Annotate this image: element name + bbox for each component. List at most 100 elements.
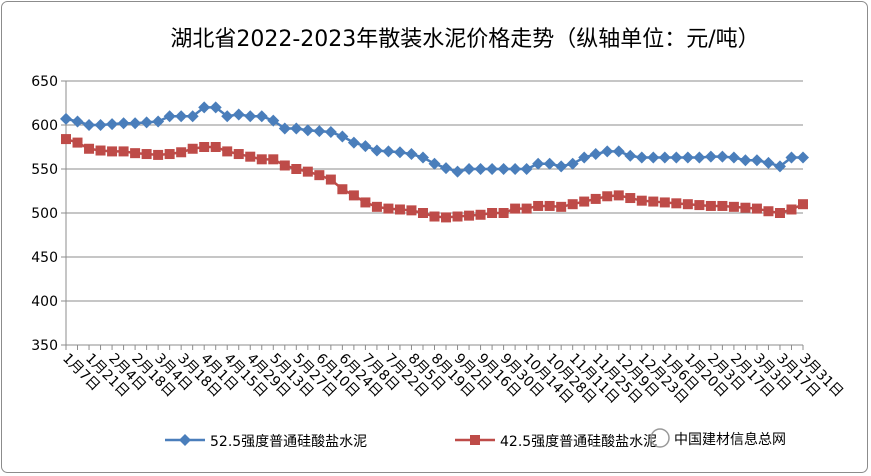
point [474,163,487,175]
point [681,151,694,164]
point [95,145,106,156]
point [314,170,325,181]
point [774,208,785,218]
point [210,142,221,152]
point [578,151,591,164]
point [199,142,210,152]
point [636,195,647,206]
point [716,150,729,163]
point [186,110,199,123]
point [405,148,418,161]
point [278,122,291,135]
point [428,157,441,170]
legend-marker [470,435,480,445]
point [556,201,567,212]
point [613,190,624,201]
point [659,197,670,208]
point [451,165,464,178]
point [302,166,313,177]
point [107,146,118,157]
point [244,110,257,123]
point [440,162,453,175]
point [83,119,96,131]
watermark: 中国建材信息总网 [674,431,786,448]
point [106,118,119,131]
point [416,151,429,164]
point [463,163,476,175]
point [347,136,360,149]
y-tick-label: 350 [31,338,58,354]
point [532,157,545,170]
point [601,145,614,158]
legend-label: 42.5强度普通硅酸盐水泥 [500,434,657,450]
point [152,115,165,128]
point [187,143,198,154]
point [176,147,187,158]
point [797,151,809,164]
point [118,146,129,157]
point [301,124,314,137]
point [785,151,798,164]
point [704,150,717,163]
point [441,212,452,223]
point [464,210,475,221]
point [163,110,176,123]
point [544,200,555,211]
point [612,145,625,158]
point [602,191,613,202]
watermark-icon [650,428,670,448]
point [117,117,130,130]
point [359,140,372,153]
point [279,160,290,171]
point [94,119,107,131]
chart-title: 湖北省2022-2023年散装水泥价格走势（纵轴单位：元/吨） [170,27,759,52]
point [71,115,84,128]
point [475,209,486,220]
point [624,149,637,162]
point [406,205,417,216]
point [498,208,509,218]
point [521,203,532,214]
point [222,146,233,157]
point [268,154,279,165]
point [313,125,326,138]
point [509,163,522,175]
point [164,149,175,160]
point [84,143,95,154]
point [175,110,188,123]
legend-label: 52.5强度普通硅酸盐水泥 [210,434,367,450]
point [324,126,337,139]
point [348,190,359,201]
point [762,156,775,169]
point [739,154,752,167]
point [360,197,371,208]
point [394,204,405,215]
point [452,211,463,222]
point [670,151,683,164]
point [682,199,693,210]
point [336,130,349,143]
point [798,199,808,210]
point [337,184,348,195]
point [566,157,579,170]
point [579,196,590,207]
point [325,174,336,185]
point [497,163,510,175]
point [72,137,83,148]
point [635,151,648,164]
point [60,112,72,125]
point [567,199,578,210]
point [717,200,728,211]
point [486,163,499,175]
y-tick-label: 450 [31,250,58,266]
point [658,151,671,164]
point [705,200,716,211]
point [130,148,141,159]
point [290,122,303,135]
point [648,196,659,207]
point [520,163,533,175]
point [140,116,153,129]
point [694,200,705,211]
